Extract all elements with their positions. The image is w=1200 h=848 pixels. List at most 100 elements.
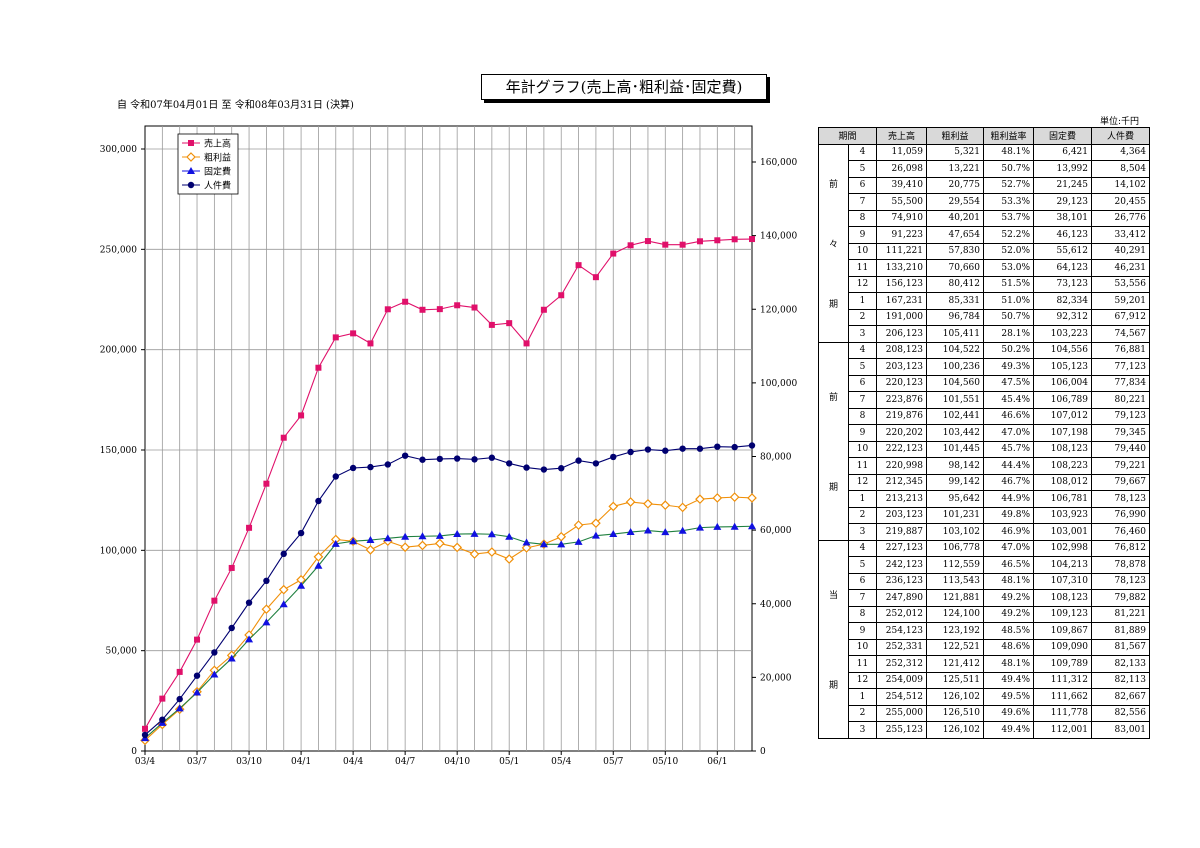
table-cell: 81,221 [1091, 605, 1150, 623]
table-cell: 46.5% [983, 556, 1034, 574]
table-cell-month: 3 [848, 325, 877, 343]
series-3-point [349, 464, 357, 472]
series-3-point [540, 466, 548, 473]
table-cell: 70,660 [926, 259, 984, 277]
table-cell-month: 6 [848, 572, 877, 590]
table-cell-month: 4 [848, 143, 877, 161]
series-2-point [227, 654, 236, 662]
legend-marker [186, 152, 196, 162]
table-cell: 49.2% [983, 605, 1034, 623]
x-tick-label: 06/1 [707, 757, 727, 767]
table-cell-month: 12 [848, 275, 877, 293]
series-0-point [749, 236, 755, 243]
table-row: 5 203,123 100,236 49.3% 105,123 77,123 [819, 358, 1150, 376]
table-cell: 254,512 [876, 688, 927, 706]
series-1-point [469, 549, 480, 559]
table-cell-month: 8 [848, 209, 877, 227]
series-3-point [436, 455, 444, 463]
x-tick-label: 03/4 [135, 757, 155, 767]
table-cell: 108,123 [1033, 440, 1092, 458]
table-cell: 46.9% [983, 523, 1034, 541]
table-cell-month: 4 [848, 539, 877, 557]
series-2-point [279, 600, 288, 608]
series-0-point [662, 241, 669, 248]
table-cell: 79,882 [1091, 589, 1150, 607]
table-cell: 109,123 [1033, 605, 1092, 623]
series-2-point [366, 536, 375, 544]
table-row: 7 223,876 101,551 45.4% 106,789 80,221 [819, 391, 1150, 409]
table-cell: 64,123 [1033, 259, 1092, 277]
table-header-row: 期間 売上高 粗利益 粗利益率 固定費 人件費 [818, 127, 1150, 145]
x-tick-label: 05/1 [499, 757, 519, 767]
series-0-point [263, 480, 270, 487]
table-cell: 123,192 [926, 622, 984, 640]
table-cell: 20,455 [1091, 193, 1150, 211]
table-cell: 80,221 [1091, 391, 1150, 409]
series-2-point [522, 538, 531, 546]
series-1-point [434, 538, 445, 549]
table-cell: 99,142 [926, 473, 984, 491]
y-left-tick-label: 50,000 [106, 647, 138, 657]
table-row: 8 219,876 102,441 46.6% 107,012 79,123 [819, 407, 1150, 425]
series-3-point [627, 448, 634, 456]
series-2-point [453, 530, 462, 538]
table-cell-month: 2 [848, 308, 877, 326]
table-cell: 252,331 [876, 638, 927, 656]
table-cell: 102,441 [926, 407, 984, 425]
table-cell-month: 8 [848, 605, 877, 623]
table-cell: 47.0% [983, 539, 1034, 557]
series-3-point [471, 456, 478, 463]
series-2-point [349, 537, 358, 545]
table-row: 3 255,123 126,102 49.4% 112,001 83,001 [819, 721, 1150, 739]
series-2-point [331, 539, 340, 547]
series-0-point [696, 238, 703, 245]
table-cell-month: 9 [848, 424, 877, 442]
series-0-point [471, 304, 478, 311]
table-cell: 101,551 [926, 391, 984, 409]
series-2-point [643, 526, 652, 534]
table-cell: 47,654 [926, 226, 984, 244]
table-cell: 51.5% [983, 275, 1034, 293]
series-2-point [245, 635, 254, 643]
table-cell: 55,500 [876, 193, 927, 211]
x-tick-label: 04/1 [291, 757, 311, 767]
table-cell: 48.1% [983, 572, 1034, 590]
series-0-point [419, 306, 426, 313]
table-cell: 107,310 [1033, 572, 1092, 590]
series-2-point [557, 540, 566, 548]
table-cell-month: 2 [848, 506, 877, 524]
table-row: 7 55,500 29,554 53.3% 29,123 20,455 [819, 193, 1150, 211]
y-left-tick-label: 250,000 [100, 245, 137, 255]
table-row: 8 252,012 124,100 49.2% 109,123 81,221 [819, 605, 1150, 623]
table-cell: 29,123 [1033, 193, 1092, 211]
series-0-point [575, 262, 582, 269]
table-cell-month: 5 [848, 556, 877, 574]
table-row: 12 212,345 99,142 46.7% 108,012 79,667 [819, 473, 1150, 491]
series-3-point [523, 464, 530, 471]
series-0-point [159, 695, 166, 702]
series-2-point [262, 618, 271, 626]
series-3-point [453, 455, 461, 462]
series-3-point [610, 453, 617, 461]
series-1-point [313, 551, 324, 562]
table-cell: 104,560 [926, 374, 984, 392]
table-cell: 33,412 [1091, 226, 1150, 244]
series-0-point [627, 242, 634, 249]
table-cell: 82,667 [1091, 688, 1150, 706]
table-cell: 49.6% [983, 704, 1034, 722]
series-2-point [297, 581, 306, 589]
table-cell: 101,231 [926, 506, 984, 524]
table-cell: 26,776 [1091, 209, 1150, 227]
table-cell: 77,834 [1091, 374, 1150, 392]
table-cell: 236,123 [876, 572, 927, 590]
table-cell: 254,123 [876, 622, 927, 640]
series-3-point [575, 457, 582, 464]
series-1-point [452, 542, 463, 553]
series-1-point [278, 584, 289, 595]
legend-label: 人件費 [204, 180, 231, 192]
table-cell: 107,012 [1033, 407, 1092, 425]
table-cell: 242,123 [876, 556, 927, 574]
table-cell: 82,334 [1033, 292, 1092, 310]
series-3-point [315, 497, 322, 505]
series-0-point [176, 668, 183, 675]
